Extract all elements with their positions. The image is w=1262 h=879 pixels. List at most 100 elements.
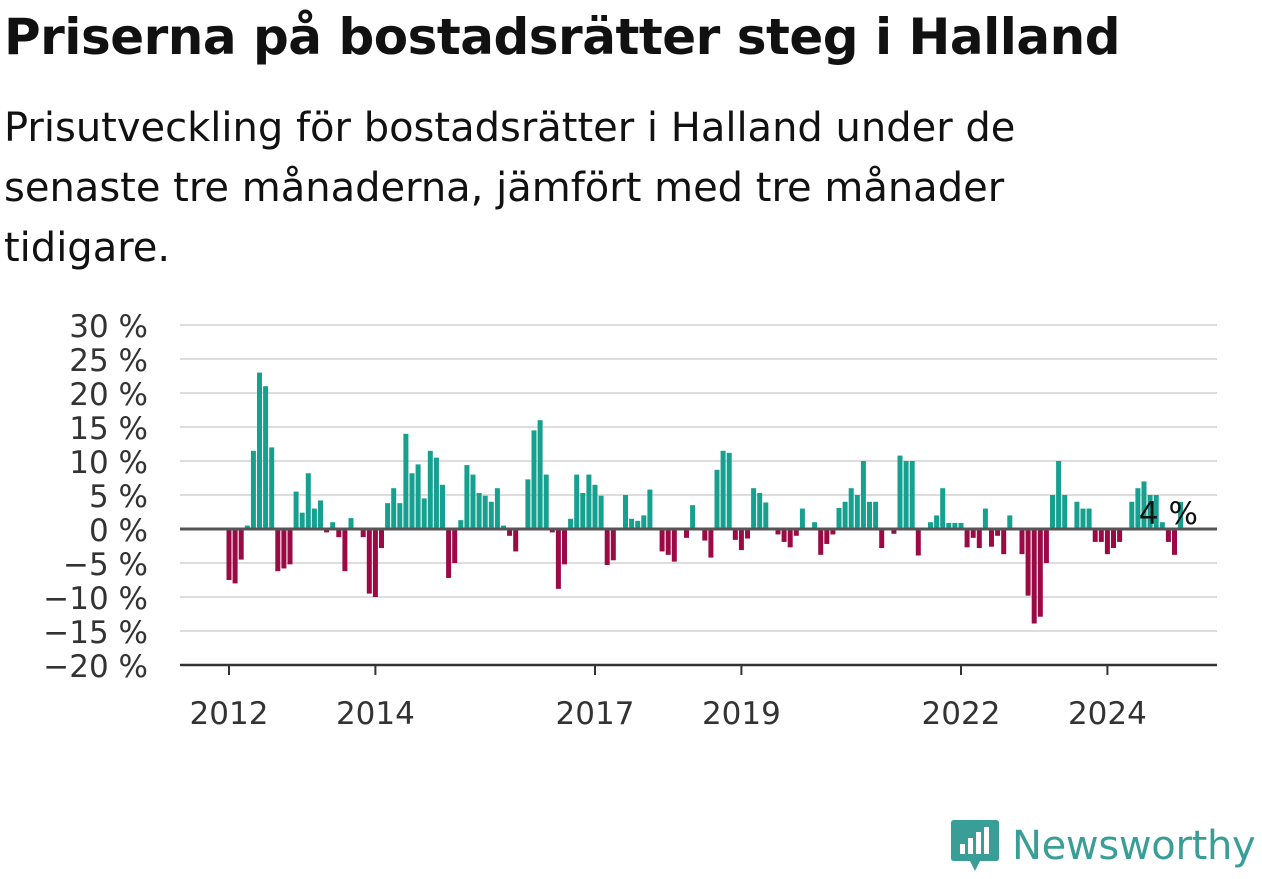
bar — [1165, 529, 1171, 542]
bar — [909, 461, 915, 529]
bar — [336, 529, 342, 538]
y-tick-label: −20 % — [43, 649, 148, 685]
bar — [421, 498, 427, 529]
bar — [1031, 529, 1037, 624]
bar — [610, 529, 616, 561]
bar — [824, 529, 830, 544]
bar — [982, 508, 988, 529]
y-tick-label: 20 % — [69, 377, 148, 413]
x-tick-label: 2019 — [702, 696, 781, 732]
bar — [1019, 529, 1025, 555]
newsworthy-logo: Newsworthy — [950, 818, 1256, 874]
bar — [403, 433, 409, 529]
bar — [543, 474, 549, 529]
bar — [647, 489, 653, 529]
bar — [964, 529, 970, 548]
bar — [366, 529, 372, 594]
bar — [903, 461, 909, 529]
bar — [324, 529, 330, 533]
bar — [598, 495, 604, 529]
bar — [1159, 522, 1165, 529]
bar — [940, 488, 946, 529]
bar — [568, 518, 574, 529]
bar — [574, 474, 580, 529]
bar — [458, 520, 464, 529]
bar — [501, 525, 506, 529]
bar — [830, 529, 836, 535]
bar — [250, 450, 256, 529]
bar — [244, 525, 250, 529]
bar — [659, 529, 665, 552]
bar — [427, 450, 433, 529]
bar — [1178, 501, 1184, 529]
bar — [854, 495, 860, 529]
y-tick-label: 5 % — [89, 479, 148, 515]
bar — [1043, 529, 1049, 563]
bar — [507, 529, 513, 536]
bar — [623, 495, 628, 529]
x-tick-label: 2022 — [922, 696, 1001, 732]
bar — [1172, 529, 1177, 555]
bar — [745, 529, 750, 539]
bar — [757, 492, 763, 529]
bar — [604, 529, 610, 566]
bar — [397, 503, 403, 529]
bar — [562, 529, 567, 565]
axes — [180, 527, 1217, 675]
bar — [1098, 529, 1104, 542]
bar-series — [226, 372, 1184, 624]
bar — [238, 529, 244, 560]
bar — [415, 464, 421, 529]
bar — [476, 492, 482, 529]
y-tick-label: −10 % — [43, 581, 148, 617]
bar — [787, 529, 793, 548]
bar — [1135, 488, 1141, 529]
bar — [305, 473, 311, 529]
bar — [379, 529, 384, 549]
bar — [263, 386, 269, 529]
y-tick-label: −15 % — [43, 615, 148, 651]
bar — [989, 529, 994, 547]
bar — [867, 501, 872, 529]
bar — [494, 488, 500, 529]
bar — [812, 522, 818, 529]
bar — [708, 529, 714, 558]
bar — [555, 529, 561, 589]
bar — [1062, 495, 1068, 529]
bar — [525, 479, 531, 529]
bar — [580, 492, 586, 529]
bar — [360, 529, 366, 538]
bar — [879, 529, 885, 549]
bar — [915, 529, 921, 556]
bar — [836, 507, 842, 529]
bar — [537, 420, 543, 529]
x-tick-label: 2012 — [190, 696, 269, 732]
bar — [1153, 495, 1159, 529]
grid-lines — [180, 324, 1217, 632]
bar — [1025, 529, 1031, 596]
bar — [635, 520, 641, 529]
bar — [726, 452, 732, 529]
tick-labels: −20 %−15 %−10 %−5 %0 %5 %10 %15 %20 %25 … — [43, 309, 1198, 732]
bar — [702, 529, 708, 541]
bar — [976, 529, 982, 549]
bar — [1074, 501, 1080, 529]
bar — [629, 518, 635, 529]
bar — [311, 508, 317, 529]
bar — [1104, 529, 1110, 555]
bar — [372, 529, 378, 597]
chart-subtitle: Prisutveckling för bostadsrätter i Halla… — [4, 105, 1016, 271]
bar — [891, 529, 897, 534]
bar — [860, 461, 866, 529]
bar — [342, 529, 348, 572]
y-tick-label: −5 % — [63, 547, 148, 583]
bar — [275, 529, 281, 572]
y-tick-label: 10 % — [69, 445, 148, 481]
bar — [1001, 529, 1007, 555]
bar — [513, 529, 519, 552]
bar — [738, 529, 744, 551]
bar — [433, 457, 439, 529]
y-tick-label: 30 % — [69, 309, 148, 345]
bar — [470, 474, 476, 529]
bar — [690, 505, 696, 529]
